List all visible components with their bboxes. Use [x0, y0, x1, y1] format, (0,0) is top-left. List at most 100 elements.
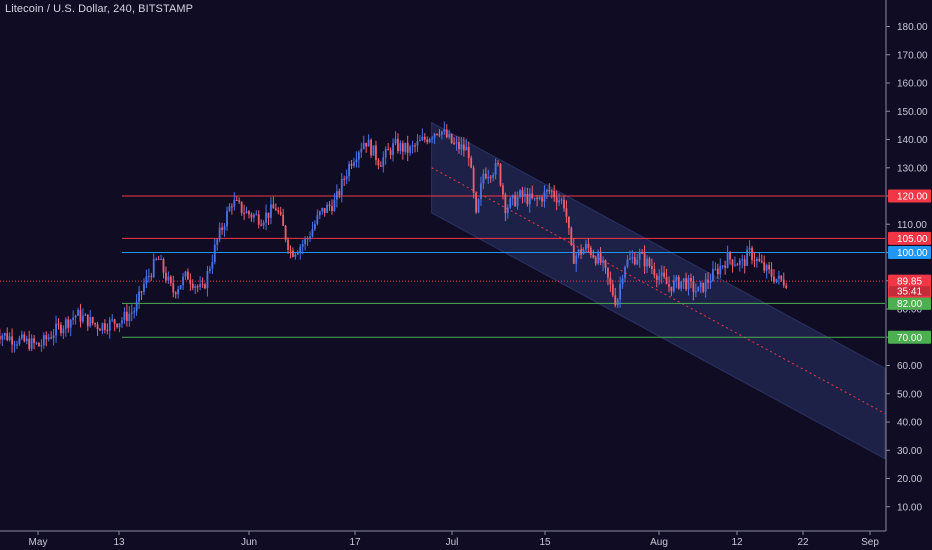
- candle-body: [472, 167, 475, 193]
- candle-body: [707, 279, 709, 283]
- y-tick-label: 80.00: [897, 305, 922, 316]
- candle-body: [528, 193, 531, 205]
- candle-body: [736, 264, 739, 266]
- y-tick-label: 160.00: [897, 79, 928, 90]
- candle-body: [714, 268, 717, 270]
- candle-body: [504, 194, 507, 214]
- countdown-label: 35:41: [897, 287, 922, 298]
- candle-body: [118, 323, 121, 328]
- candle-body: [668, 284, 670, 287]
- candle-body: [511, 195, 514, 199]
- candle-body: [460, 144, 463, 150]
- candle-body: [301, 244, 304, 247]
- candle-body: [343, 178, 346, 180]
- candle-body: [489, 176, 492, 178]
- candle-body: [326, 204, 329, 213]
- candle-body: [419, 140, 421, 142]
- candle-body: [169, 276, 172, 284]
- candle-body: [577, 249, 580, 256]
- candle-body: [3, 333, 6, 336]
- x-tick-label: Sep: [861, 537, 879, 548]
- candle-body: [629, 258, 631, 260]
- candle-body: [653, 268, 656, 276]
- candle-body: [599, 253, 602, 263]
- candle-body: [563, 199, 565, 209]
- x-tick-label: 17: [349, 537, 361, 548]
- candle-body: [94, 323, 97, 325]
- candle-body: [465, 147, 468, 151]
- candle-body: [152, 258, 155, 277]
- price-tag-label: 70.00: [897, 333, 922, 344]
- candle-body: [602, 260, 604, 263]
- candle-body: [35, 342, 38, 344]
- candle-body: [389, 150, 392, 155]
- candle-body: [96, 324, 99, 330]
- candle-body: [292, 250, 294, 257]
- candle-body: [682, 278, 685, 282]
- candle-body: [580, 249, 582, 255]
- candle-body: [509, 198, 512, 208]
- candle-body: [702, 282, 705, 292]
- candle-body: [614, 295, 617, 306]
- x-tick-label: May: [29, 537, 48, 548]
- candle-body: [155, 258, 158, 260]
- candle-body: [279, 211, 282, 215]
- candle-body: [235, 199, 238, 201]
- candle-body: [314, 223, 316, 230]
- candle-body: [414, 145, 416, 147]
- candle-body: [372, 145, 375, 156]
- y-tick-label: 170.00: [897, 50, 928, 61]
- candle-body: [287, 239, 289, 250]
- candle-body: [773, 276, 775, 282]
- candle-body: [240, 201, 243, 213]
- candle-body: [480, 183, 482, 199]
- candle-body: [252, 214, 255, 218]
- candle-body: [128, 313, 131, 322]
- candle-body: [545, 190, 548, 192]
- candle-body: [211, 262, 214, 269]
- candle-body: [177, 289, 180, 295]
- candle-body: [641, 252, 644, 254]
- candle-body: [64, 319, 67, 329]
- y-tick-label: 20.00: [897, 474, 922, 485]
- candle-body: [89, 317, 92, 327]
- candle-body: [780, 275, 783, 280]
- candle-body: [672, 280, 675, 292]
- candle-body: [497, 163, 499, 165]
- candle-body: [328, 204, 331, 207]
- candle-body: [296, 252, 299, 255]
- candle-body: [0, 336, 1, 340]
- candle-body: [524, 194, 526, 197]
- x-tick-label: 13: [113, 537, 125, 548]
- candle-body: [687, 278, 690, 290]
- candle-body: [777, 275, 780, 279]
- candle-body: [367, 139, 370, 147]
- candle-body: [248, 211, 250, 215]
- candle-body: [543, 191, 546, 202]
- candle-body: [558, 200, 561, 203]
- candle-body: [567, 216, 570, 228]
- candle-body: [611, 284, 614, 296]
- candle-body: [494, 163, 497, 176]
- candle-body: [743, 259, 746, 266]
- candle-body: [768, 265, 771, 270]
- candle-body: [233, 199, 236, 207]
- candle-body: [582, 249, 585, 255]
- candle-body: [272, 204, 275, 209]
- candle-body: [519, 190, 521, 198]
- candle-body: [492, 175, 495, 178]
- candle-body: [338, 191, 341, 195]
- candle-body: [345, 176, 348, 180]
- candle-body: [133, 311, 136, 313]
- y-tick-label: 140.00: [897, 135, 928, 146]
- candle-body: [587, 243, 590, 248]
- candle-body: [619, 284, 622, 300]
- candle-body: [28, 338, 31, 350]
- candle-body: [423, 136, 426, 140]
- candle-body: [299, 246, 302, 253]
- candle-body: [311, 229, 314, 237]
- candle-body: [631, 257, 634, 259]
- candle-body: [758, 258, 761, 262]
